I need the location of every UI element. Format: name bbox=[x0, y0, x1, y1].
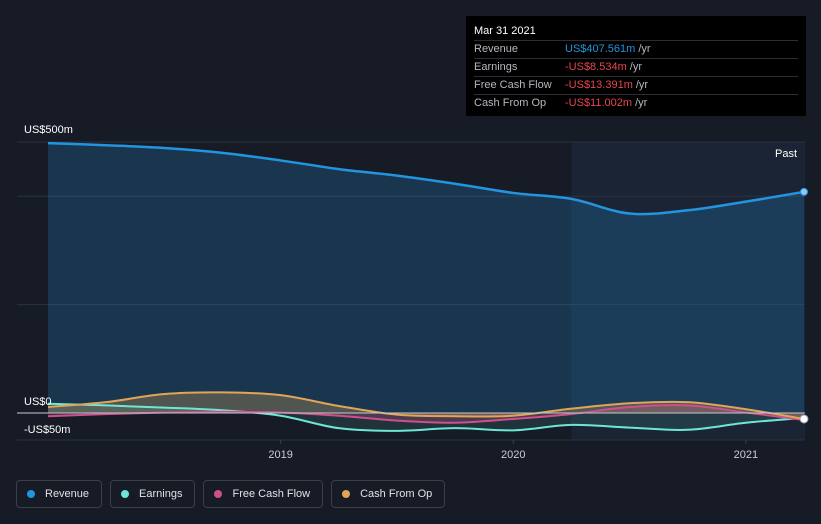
y-tick-label: -US$50m bbox=[24, 424, 70, 436]
cash-from-op-dot-icon bbox=[342, 490, 351, 498]
tooltip-unit: /yr bbox=[635, 79, 649, 91]
cash-from-op-line bbox=[47, 391, 805, 420]
legend-label: Free Cash Flow bbox=[232, 488, 311, 500]
free-cash-flow-dot-icon bbox=[214, 490, 223, 498]
tooltip-value: US$407.561m bbox=[565, 43, 636, 55]
earnings-area bbox=[48, 403, 804, 431]
x-tick-label: 2021 bbox=[734, 449, 758, 461]
legend-item-earnings[interactable]: Earnings bbox=[110, 480, 196, 508]
tooltip-value: -US$8.534m bbox=[565, 61, 627, 73]
revenue-end-marker bbox=[800, 187, 808, 196]
tooltip-unit: /yr bbox=[638, 43, 651, 55]
legend-label: Revenue bbox=[45, 488, 90, 500]
tooltip-label: Cash From Op bbox=[474, 97, 547, 109]
tooltip-unit: /yr bbox=[635, 97, 648, 109]
legend-item-free-cash-flow[interactable]: Free Cash Flow bbox=[203, 480, 324, 508]
earnings-line bbox=[47, 402, 805, 432]
tooltip-label: Earnings bbox=[474, 61, 518, 73]
series-lines bbox=[47, 141, 805, 432]
earnings-dot-icon bbox=[121, 490, 130, 498]
legend-label: Earnings bbox=[139, 488, 183, 500]
tooltip-unit: /yr bbox=[629, 61, 642, 73]
cash-end-marker bbox=[799, 414, 809, 424]
y-axis-labels: US$500m US$0 -US$50m bbox=[24, 124, 73, 436]
past-region bbox=[571, 142, 805, 440]
legend-item-revenue[interactable]: Revenue bbox=[16, 480, 103, 508]
tooltip: Mar 31 2021 Revenue US$407.561m /yr Earn… bbox=[466, 16, 806, 116]
revenue-dot-icon bbox=[27, 490, 35, 498]
gridlines bbox=[17, 141, 805, 441]
legend-label: Cash From Op bbox=[360, 488, 433, 500]
tooltip-row-revenue: Revenue US$407.561m /yr bbox=[474, 40, 798, 58]
y-tick-label: US$500m bbox=[24, 124, 73, 136]
tooltip-label: Revenue bbox=[474, 43, 519, 55]
end-markers bbox=[799, 187, 809, 424]
tooltip-date: Mar 31 2021 bbox=[474, 25, 536, 37]
past-label: Past bbox=[775, 148, 797, 160]
tooltip-value: -US$11.002m bbox=[565, 97, 633, 109]
legend: Revenue Earnings Free Cash Flow Cash Fro… bbox=[16, 480, 446, 508]
revenue-area bbox=[48, 143, 804, 414]
tooltip-label: Free Cash Flow bbox=[474, 79, 552, 91]
y-tick-label: US$0 bbox=[24, 396, 52, 408]
tooltip-row-cash-from-op: Cash From Op -US$11.002m /yr bbox=[474, 94, 798, 112]
legend-item-cash-from-op[interactable]: Cash From Op bbox=[331, 480, 446, 508]
revenue-line bbox=[47, 141, 805, 216]
x-axis-labels: 2019 2020 2021 bbox=[268, 440, 758, 461]
x-tick-label: 2019 bbox=[268, 449, 292, 461]
x-tick-label: 2020 bbox=[501, 449, 525, 461]
free-cash-flow-line bbox=[47, 404, 805, 424]
tooltip-value: -US$13.391m bbox=[565, 79, 633, 91]
tooltip-row-earnings: Earnings -US$8.534m /yr bbox=[474, 58, 798, 76]
tooltip-row-free-cash-flow: Free Cash Flow -US$13.391m /yr bbox=[474, 76, 798, 94]
